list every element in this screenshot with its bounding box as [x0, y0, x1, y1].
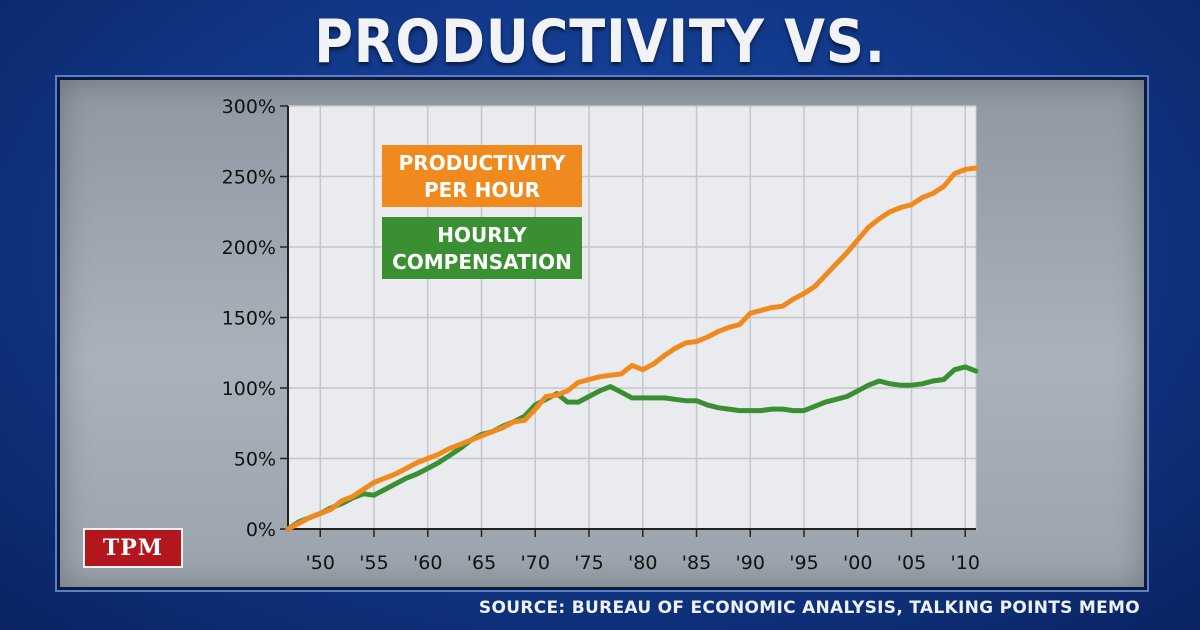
x-tick-label: '00 — [843, 552, 872, 574]
source-note: SOURCE: BUREAU OF ECONOMIC ANALYSIS, TAL… — [478, 598, 1140, 618]
legend-label: PRODUCTIVITY — [399, 151, 566, 175]
y-tick-label: 150% — [222, 308, 276, 330]
y-tick-label: 50% — [234, 449, 276, 471]
x-axis-ticks: '50 '55 '60 '65 '70 '75 '80 '85 '90 '95 '00 '05 '10 — [288, 528, 980, 574]
x-tick-label: '90 — [736, 552, 765, 574]
y-tick-label: 250% — [222, 167, 276, 189]
y-tick-label: 200% — [222, 237, 276, 259]
tpm-logo: TPM — [83, 528, 183, 568]
y-tick-label: 300% — [222, 96, 276, 118]
legend-label: HOURLY — [437, 223, 527, 247]
series-line-productivity — [285, 165, 979, 532]
x-tick-label: '55 — [359, 552, 388, 574]
x-tick-label: '50 — [306, 552, 335, 574]
series-lines — [285, 165, 979, 532]
y-axis-ticks: 0% 50% 100% 150% 200% 250% 300% — [222, 96, 289, 541]
x-tick-label: '70 — [521, 552, 550, 574]
legend: PRODUCTIVITY PER HOUR HOURLY COMPENSATION — [382, 145, 582, 279]
x-tick-label: '95 — [789, 552, 818, 574]
y-tick-label: 100% — [222, 378, 276, 400]
legend-label: PER HOUR — [424, 178, 540, 202]
x-tick-label: '80 — [628, 552, 657, 574]
legend-box-productivity — [382, 145, 582, 207]
legend-label: COMPENSATION — [392, 250, 572, 274]
x-tick-label: '85 — [682, 552, 711, 574]
x-tick-label: '60 — [413, 552, 442, 574]
series-line-compensation — [285, 364, 979, 532]
y-tick-label: 0% — [246, 519, 276, 541]
legend-box-compensation — [382, 217, 582, 279]
x-tick-label: '05 — [897, 552, 926, 574]
x-tick-label: '65 — [467, 552, 496, 574]
x-tick-label: '10 — [951, 552, 980, 574]
x-tick-label: '75 — [574, 552, 603, 574]
